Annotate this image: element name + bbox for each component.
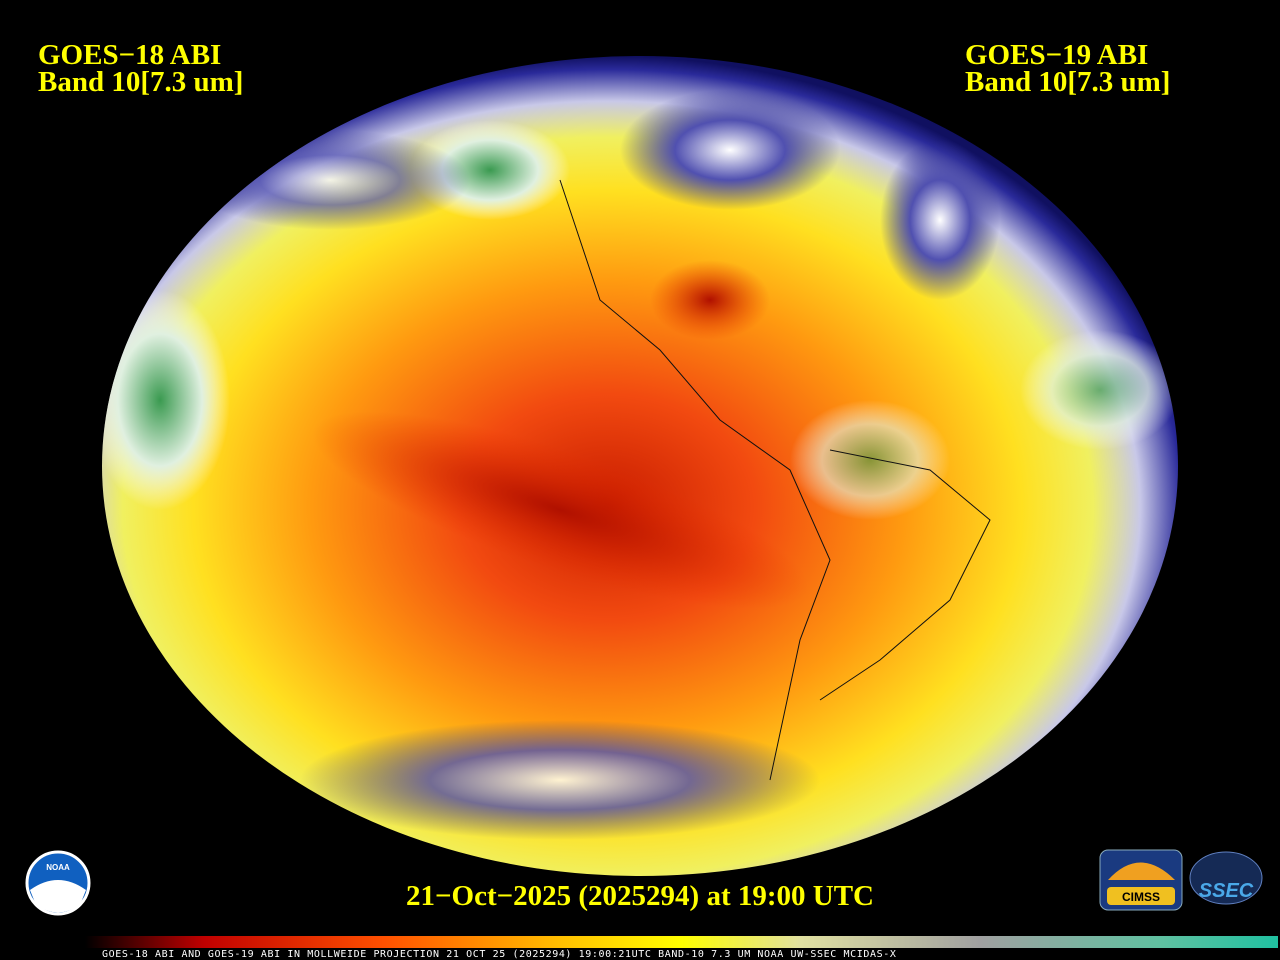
right-satellite: GOES−19 ABI bbox=[965, 39, 1148, 71]
cloud-features bbox=[102, 90, 1178, 840]
ssec-emblem bbox=[1189, 851, 1263, 905]
cimss-logo: CIMSS bbox=[1099, 849, 1183, 911]
cimss-sun bbox=[1108, 862, 1175, 880]
left-band: Band 10[7.3 um] bbox=[38, 66, 243, 98]
right-band: Band 10[7.3 um] bbox=[965, 66, 1170, 98]
cimss-label: CIMSS bbox=[1122, 890, 1160, 904]
ssec-label: SSEC bbox=[1199, 880, 1254, 902]
noaa-label: NOAA bbox=[46, 863, 70, 872]
color-bar bbox=[85, 936, 1278, 948]
noaa-logo: NOAA bbox=[25, 850, 91, 916]
timestamp: 21−Oct−2025 (2025294) at 19:00 UTC bbox=[406, 880, 874, 912]
footer-caption: GOES-18 ABI AND GOES-19 ABI IN MOLLWEIDE… bbox=[102, 949, 896, 960]
ssec-logo: SSEC bbox=[1189, 851, 1263, 905]
cimss-plate bbox=[1107, 887, 1175, 905]
left-satellite: GOES−18 ABI bbox=[38, 39, 221, 71]
noaa-wave bbox=[30, 880, 86, 913]
